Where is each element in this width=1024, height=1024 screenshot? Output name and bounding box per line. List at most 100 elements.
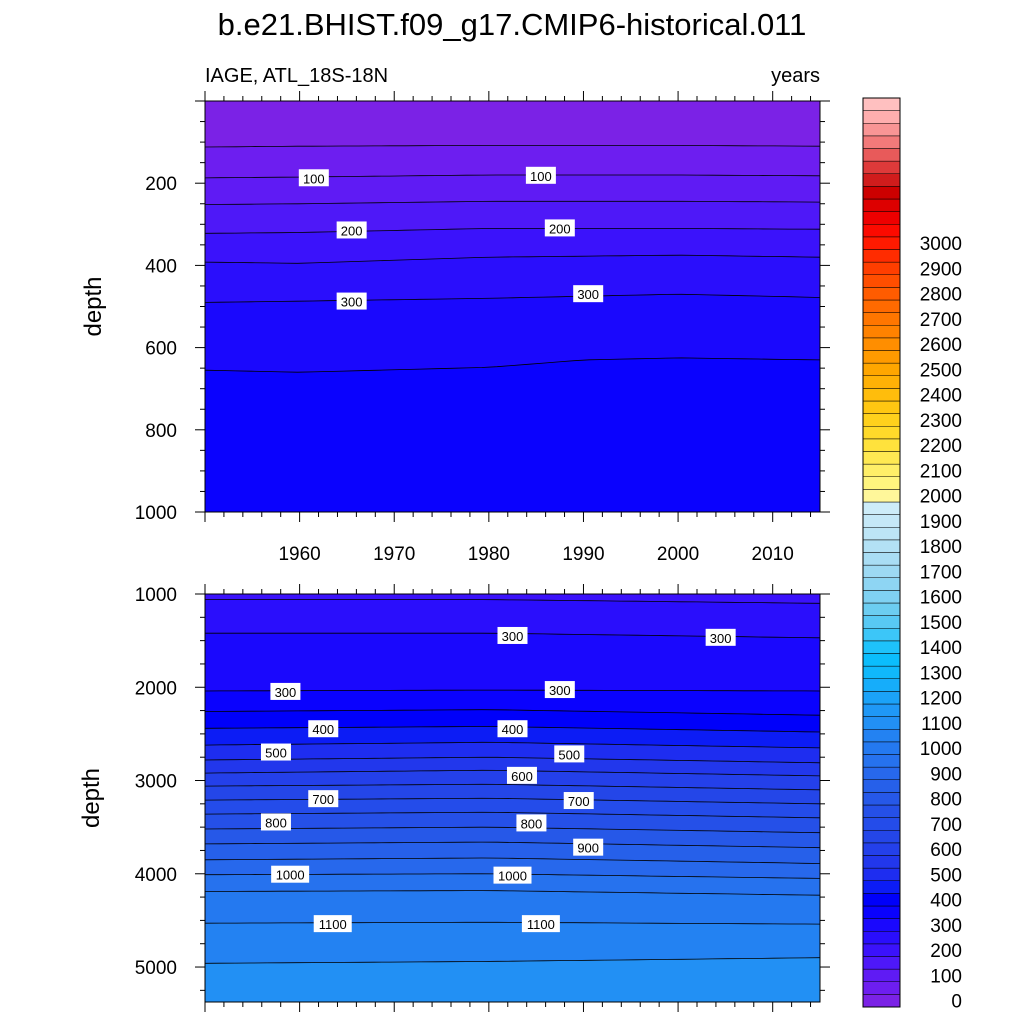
colorbar-tick-label: 1500 <box>920 613 962 634</box>
colorbar-frame <box>862 97 901 1008</box>
colorbar-tick-label: 0 <box>951 992 962 1013</box>
lower-panel: 1000 2000 3000 4000 5000 depth 300 300 300 300 400… <box>78 584 830 1012</box>
colorbar-tick-label: 2600 <box>920 335 962 356</box>
colorbar-box <box>862 842 901 856</box>
x-tick-label: 1960 <box>278 544 320 565</box>
contour-line-750 <box>205 811 820 819</box>
colorbar-tick-label: 700 <box>930 815 962 836</box>
colorbar-box <box>862 426 901 440</box>
colorbar-box <box>862 628 901 642</box>
y-tick-label: 800 <box>145 421 177 442</box>
upper-panel: 1960 1970 1980 1990 2000 2010 200 400 600 800 1000… <box>80 91 830 565</box>
contour-line-250 <box>205 599 820 604</box>
y-tick-label: 1000 <box>135 585 177 606</box>
contour-band-1100 <box>205 957 820 1002</box>
contour-label: 1100 <box>527 917 555 932</box>
y-tick-label: 200 <box>145 174 177 195</box>
colorbar-box <box>862 703 901 717</box>
colorbar-box <box>862 804 901 818</box>
colorbar-box <box>862 236 901 250</box>
colorbar-tick-label: 500 <box>930 865 962 886</box>
contour-label-box <box>705 628 736 646</box>
contour-line-250 <box>205 254 820 264</box>
y-ticks <box>195 100 830 513</box>
contour-band-100 <box>205 174 820 205</box>
contour-fill <box>205 594 820 1002</box>
contour-label: 200 <box>549 221 571 236</box>
y-ticks <box>195 593 830 991</box>
contour-label: 300 <box>502 629 524 644</box>
colorbar-box <box>862 514 901 528</box>
colorbar-tick-label: 600 <box>930 840 962 861</box>
contour-label: 800 <box>521 816 543 831</box>
colorbar-box <box>862 413 901 427</box>
colorbar-box <box>862 451 901 465</box>
contour-label: 300 <box>549 683 571 698</box>
contour-line-1000 <box>205 890 820 896</box>
y-axis-label: depth <box>78 768 105 828</box>
x-tick-label: 1990 <box>562 544 604 565</box>
contour-line-350 <box>205 689 820 692</box>
colorbar-box <box>862 287 901 301</box>
colorbar-box <box>862 779 901 793</box>
contour-line-1100 <box>205 957 820 964</box>
y-tick-label: 5000 <box>135 958 177 979</box>
colorbar-box <box>862 135 901 149</box>
colorbar-box <box>862 463 901 477</box>
colorbar-tick-label: 3000 <box>920 234 962 255</box>
colorbar-tick-label: 2800 <box>920 285 962 306</box>
colorbar-box <box>862 325 901 339</box>
colorbar-tick-label: 2200 <box>920 436 962 457</box>
colorbar-box <box>862 527 901 541</box>
contour-band-50 <box>205 145 820 179</box>
y-axis-label: depth <box>80 276 107 336</box>
contour-label: 700 <box>312 792 334 807</box>
contour-line-500 <box>205 741 820 749</box>
colorbar-box <box>862 867 901 881</box>
colorbar-tick-label: 2400 <box>920 386 962 407</box>
colorbar-tick-label: 300 <box>930 916 962 937</box>
colorbar: 0 100 200 300 400 500 600 700 800 900 1000 1100 1200… <box>862 97 962 1013</box>
colorbar-box <box>862 261 901 275</box>
colorbar-box <box>862 931 901 945</box>
contour-label: 600 <box>511 769 533 784</box>
colorbar-box <box>862 312 901 326</box>
y-tick-label: 400 <box>145 256 177 277</box>
contour-label: 1100 <box>319 917 347 932</box>
colorbar-tick-label: 1300 <box>920 663 962 684</box>
colorbar-box <box>862 691 901 705</box>
contour-band-350 <box>205 357 820 512</box>
colorbar-box <box>862 766 901 780</box>
colorbar-tick-label: 1700 <box>920 562 962 583</box>
colorbar-tick-label: 1800 <box>920 537 962 558</box>
contour-label-box <box>298 169 329 187</box>
colorbar-box <box>862 186 901 200</box>
colorbar-box <box>862 110 901 124</box>
contour-line-1050 <box>205 921 820 925</box>
contour-line-400 <box>205 709 820 716</box>
contour-label-box <box>493 866 532 884</box>
contour-label: 100 <box>530 169 552 184</box>
colorbar-box <box>862 350 901 364</box>
y-tick-label: 4000 <box>135 865 177 886</box>
contour-line-550 <box>205 756 820 764</box>
contour-line-150 <box>205 200 820 205</box>
contour-label: 500 <box>265 746 287 761</box>
contour-band-1000 <box>205 890 820 925</box>
left-subtitle: IAGE, ATL_18S-18N <box>205 65 388 87</box>
colorbar-box <box>862 249 901 263</box>
colorbar-tick-label: 800 <box>930 790 962 811</box>
colorbar-box <box>862 299 901 313</box>
x-tick-label: 1970 <box>373 544 415 565</box>
colorbar-box <box>862 173 901 187</box>
colorbar-tick-label: 2000 <box>920 487 962 508</box>
contour-label: 300 <box>341 295 363 310</box>
colorbar-box <box>862 123 901 137</box>
contour-band-1050 <box>205 922 820 964</box>
contour-band-0 <box>205 101 820 148</box>
y-tick-label: 1000 <box>135 503 177 524</box>
colorbar-tick-label: 1200 <box>920 689 962 710</box>
colorbar-box <box>862 337 901 351</box>
colorbar-tick-label: 200 <box>930 941 962 962</box>
colorbar-box <box>862 817 901 831</box>
